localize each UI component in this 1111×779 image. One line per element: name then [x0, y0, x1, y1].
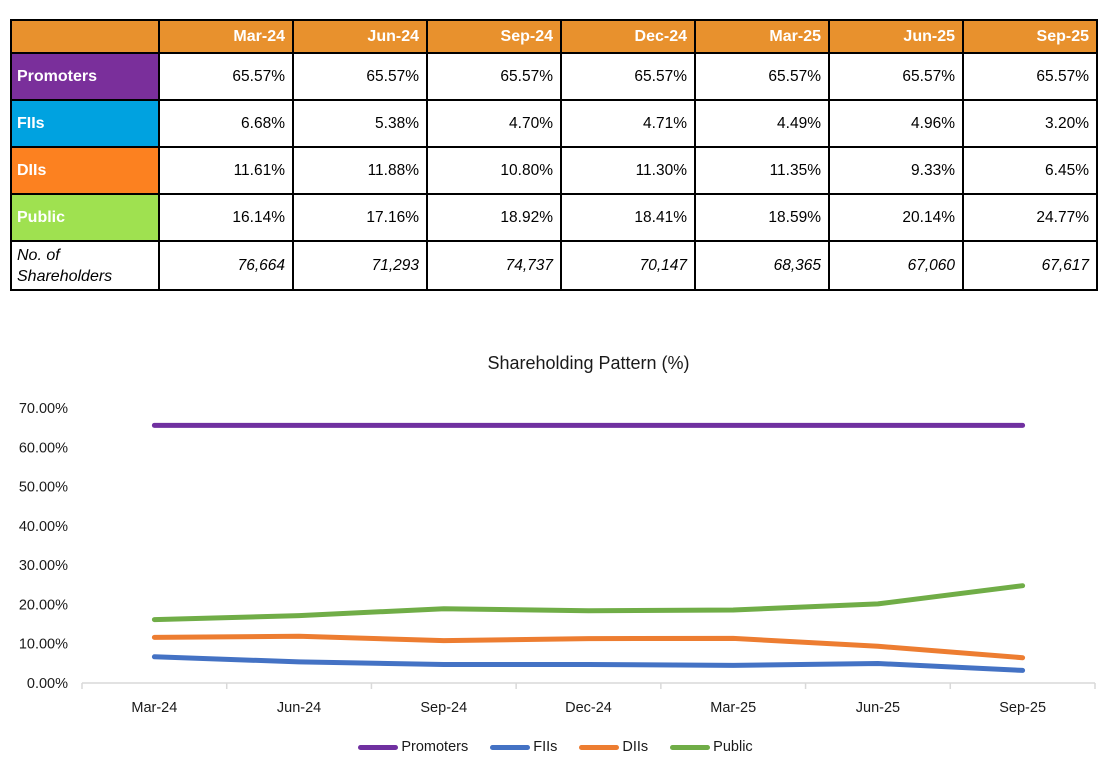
legend-label-promoters: Promoters: [401, 739, 469, 755]
cell-promoters-mar-24: 65.57%: [158, 52, 294, 101]
table-header-sep-25: Sep-25: [962, 19, 1098, 54]
x-axis-category-label-mar-24: Mar-24: [131, 700, 177, 716]
table-header-row: Mar-24 Jun-24 Sep-24 Dec-24 Mar-25 Jun-25 Sep-…: [10, 19, 1098, 54]
cell-no-of-shareholders-sep-25: 67,617: [962, 240, 1098, 291]
legend-label-public: Public: [713, 739, 753, 755]
shareholding-chart-block: Shareholding Pattern (%) 0.00% 10.00% 20.0…: [0, 340, 1111, 779]
legend-marker-public-icon: [670, 744, 711, 750]
cell-promoters-mar-25: 65.57%: [694, 52, 830, 101]
x-axis-category-label-mar-25: Mar-25: [710, 700, 756, 716]
y-axis-tick-label-40-00: 40.00%: [19, 519, 68, 535]
legend-label-fiis: FIIs: [533, 739, 558, 755]
line-chart-plot: 0.00% 10.00% 20.00% 30.00% 40.00% 50.00% 60.00…: [19, 401, 1096, 716]
cell-public-sep-25: 24.77%: [962, 193, 1098, 242]
x-axis-category-label-sep-25: Sep-25: [999, 700, 1046, 716]
table-row-fiis: FIIs 6.68% 5.38% 4.70% 4.71% 4.49% 4.96% 3.20%: [10, 99, 1098, 148]
cell-public-mar-25: 18.59%: [694, 193, 830, 242]
cell-no-of-shareholders-sep-24: 74,737: [426, 240, 562, 291]
chart-legend: Promoters FIIs DIIs Public: [0, 739, 1111, 755]
row-label-diis: DIIs: [10, 146, 160, 195]
cell-fiis-jun-25: 4.96%: [828, 99, 964, 148]
cell-public-dec-24: 18.41%: [560, 193, 696, 242]
x-axis-category-label-jun-24: Jun-24: [277, 700, 321, 716]
table-row-no-of-shareholders: No. of Shareholders 76,664 71,293 74,737 70,…: [10, 240, 1098, 291]
legend-item-fiis: FIIs: [490, 739, 557, 755]
table-header-mar-25: Mar-25: [694, 19, 830, 54]
cell-diis-mar-24: 11.61%: [158, 146, 294, 195]
x-axis-category-label-jun-25: Jun-25: [856, 700, 900, 716]
cell-diis-sep-24: 10.80%: [426, 146, 562, 195]
legend-item-public: Public: [670, 739, 753, 755]
series-line-diis: [151, 633, 1026, 661]
x-axis-category-label-sep-24: Sep-24: [420, 700, 467, 716]
cell-fiis-mar-24: 6.68%: [158, 99, 294, 148]
y-axis-tick-label-10-00: 10.00%: [19, 637, 68, 653]
cell-fiis-sep-25: 3.20%: [962, 99, 1098, 148]
row-label-promoters: Promoters: [10, 52, 160, 101]
cell-public-mar-24: 16.14%: [158, 193, 294, 242]
table-header-dec-24: Dec-24: [560, 19, 696, 54]
x-axis-category-label-dec-24: Dec-24: [565, 700, 612, 716]
cell-diis-jun-25: 9.33%: [828, 146, 964, 195]
cell-fiis-mar-25: 4.49%: [694, 99, 830, 148]
cell-fiis-jun-24: 5.38%: [292, 99, 428, 148]
row-label-public: Public: [10, 193, 160, 242]
cell-public-sep-24: 18.92%: [426, 193, 562, 242]
table-header-mar-24: Mar-24: [158, 19, 294, 54]
cell-no-of-shareholders-jun-25: 67,060: [828, 240, 964, 291]
table-header-sep-24: Sep-24: [426, 19, 562, 54]
cell-diis-sep-25: 6.45%: [962, 146, 1098, 195]
y-axis-tick-label-60-00: 60.00%: [19, 440, 68, 456]
table-row-public: Public 16.14% 17.16% 18.92% 18.41% 18.59% 20.1…: [10, 193, 1098, 242]
cell-no-of-shareholders-mar-25: 68,365: [694, 240, 830, 291]
cell-diis-jun-24: 11.88%: [292, 146, 428, 195]
table-header-jun-24: Jun-24: [292, 19, 428, 54]
legend-item-diis: DIIs: [579, 739, 648, 755]
series-line-fiis: [151, 654, 1026, 673]
legend-item-promoters: Promoters: [358, 739, 468, 755]
table-header-jun-25: Jun-25: [828, 19, 964, 54]
y-axis-tick-label-30-00: 30.00%: [19, 558, 68, 574]
row-label-no-of-shareholders: No. of Shareholders: [10, 240, 160, 291]
shareholding-table: Mar-24 Jun-24 Sep-24 Dec-24 Mar-25 Jun-25 Sep-…: [10, 19, 1098, 291]
cell-fiis-sep-24: 4.70%: [426, 99, 562, 148]
legend-marker-fiis-icon: [490, 744, 531, 750]
table-corner-cell: [10, 19, 160, 54]
cell-fiis-dec-24: 4.71%: [560, 99, 696, 148]
cell-promoters-sep-24: 65.57%: [426, 52, 562, 101]
y-axis-tick-label-70-00: 70.00%: [19, 401, 68, 417]
cell-public-jun-24: 17.16%: [292, 193, 428, 242]
chart-title: Shareholding Pattern (%): [487, 353, 690, 373]
cell-promoters-dec-24: 65.57%: [560, 52, 696, 101]
cell-diis-mar-25: 11.35%: [694, 146, 830, 195]
cell-no-of-shareholders-jun-24: 71,293: [292, 240, 428, 291]
legend-marker-diis-icon: [579, 744, 620, 750]
legend-marker-promoters-icon: [358, 744, 399, 750]
y-axis-tick-label-0-00: 0.00%: [27, 676, 68, 692]
cell-public-jun-25: 20.14%: [828, 193, 964, 242]
cell-no-of-shareholders-dec-24: 70,147: [560, 240, 696, 291]
cell-promoters-jun-25: 65.57%: [828, 52, 964, 101]
series-line-public: [151, 583, 1026, 623]
cell-no-of-shareholders-mar-24: 76,664: [158, 240, 294, 291]
y-axis-tick-label-50-00: 50.00%: [19, 480, 68, 496]
table-row-diis: DIIs 11.61% 11.88% 10.80% 11.30% 11.35% 9.33% 6…: [10, 146, 1098, 195]
cell-promoters-sep-25: 65.57%: [962, 52, 1098, 101]
cell-promoters-jun-24: 65.57%: [292, 52, 428, 101]
cell-diis-dec-24: 11.30%: [560, 146, 696, 195]
y-axis-tick-label-20-00: 20.00%: [19, 597, 68, 613]
legend-label-diis: DIIs: [622, 739, 649, 755]
table-row-promoters: Promoters 65.57% 65.57% 65.57% 65.57% 65.57% 6…: [10, 52, 1098, 101]
row-label-fiis: FIIs: [10, 99, 160, 148]
